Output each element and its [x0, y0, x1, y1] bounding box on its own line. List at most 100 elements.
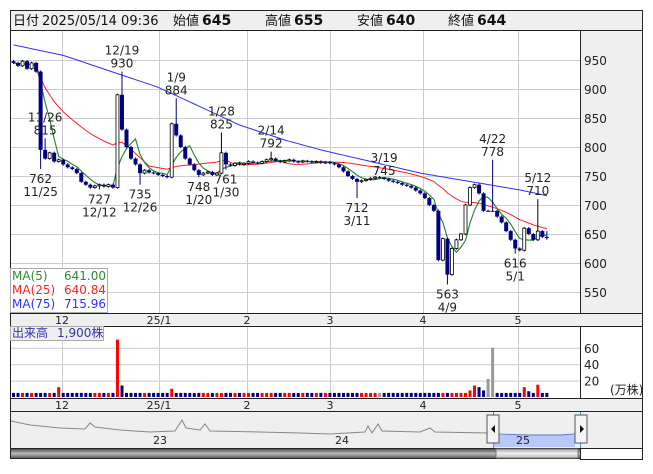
candle-down	[237, 163, 242, 165]
candle-down	[504, 222, 509, 232]
volume-bar	[500, 392, 504, 397]
volume-bar	[120, 385, 124, 397]
candle-down	[147, 170, 152, 173]
price-tick-label: 950	[584, 54, 607, 68]
annotation-date: 1/20	[185, 193, 212, 207]
volume-bar	[278, 392, 282, 397]
volume-bar	[242, 392, 246, 397]
ma5-label: MA(5)	[12, 269, 48, 283]
navigator-scrollbar-track[interactable]	[10, 448, 581, 459]
candle-down	[409, 185, 414, 188]
candle-down	[513, 239, 518, 249]
volume-bar	[391, 392, 395, 397]
candle-down	[490, 210, 495, 212]
arrow-right-icon	[580, 425, 584, 433]
volume-bar	[219, 392, 223, 397]
volume-bar	[373, 392, 377, 397]
volume-bar	[450, 392, 454, 397]
candle-down	[499, 216, 504, 223]
candle-up	[468, 187, 472, 206]
ma75-line	[13, 44, 547, 197]
volume-bar	[12, 392, 15, 397]
candle-up	[359, 180, 364, 183]
candle-down	[165, 176, 170, 178]
candle-down	[138, 164, 143, 174]
annotation-date: 2/14	[258, 124, 285, 138]
low-value: 640	[386, 13, 415, 29]
annotation-value: 884	[165, 83, 188, 97]
candle-up	[522, 227, 527, 251]
candle-up	[56, 159, 61, 162]
date-tick-label: 3	[327, 314, 334, 327]
candle-down	[174, 123, 179, 136]
candle-up	[242, 162, 246, 165]
volume-bar	[224, 392, 228, 397]
ma-legend-box	[10, 268, 108, 313]
candle-down	[526, 228, 531, 234]
volume-bar	[337, 392, 341, 397]
volume-bar	[170, 388, 174, 397]
volume-bar	[513, 392, 517, 397]
volume-bar	[432, 392, 436, 397]
volume-bar	[265, 392, 269, 397]
volume-bar	[400, 392, 404, 397]
high-value: 655	[294, 13, 323, 29]
volume-bar	[183, 392, 187, 397]
volume-bar	[156, 392, 160, 397]
candle-down	[11, 61, 16, 63]
volume-tick-label: 40	[584, 358, 599, 372]
volume-bar	[495, 392, 499, 397]
candle-up	[260, 161, 265, 164]
date-tick-label: 25/1	[147, 314, 172, 327]
candle-up	[472, 184, 477, 188]
candle-down	[43, 149, 48, 159]
ma25-label: MA(25)	[12, 283, 55, 297]
candle-up	[29, 62, 34, 70]
volume-bar	[459, 392, 463, 397]
navigator-left-handle[interactable]	[486, 414, 500, 444]
candle-down	[395, 181, 400, 183]
navigator-selection[interactable]	[493, 435, 575, 447]
candle-down	[404, 184, 409, 186]
volume-bar	[206, 392, 210, 397]
volume-legend-value: 1,900株	[57, 325, 103, 340]
ma75-value: 715.96	[64, 297, 106, 311]
volume-bar	[174, 392, 178, 397]
volume-bar	[260, 392, 264, 397]
candle-down	[296, 161, 301, 163]
volume-bar	[210, 392, 214, 397]
annotation-date: 11/25	[23, 185, 58, 199]
volume-bar	[482, 390, 486, 397]
volume-bar	[445, 392, 449, 397]
price-tick-label: 900	[584, 83, 607, 97]
date-tick-label: 25/1	[147, 399, 172, 412]
volume-bar	[540, 392, 544, 397]
date-tick-label: 3	[327, 399, 334, 412]
price-tick-label: 750	[584, 170, 607, 184]
candle-up	[92, 185, 97, 189]
candle-down	[273, 158, 278, 161]
volume-bar	[509, 392, 513, 397]
volume-bar	[256, 392, 260, 397]
candle-down	[336, 164, 341, 168]
volume-bar	[274, 392, 278, 397]
navigator-right-handle[interactable]	[574, 414, 588, 444]
volume-bar	[238, 392, 241, 397]
candle-down	[124, 129, 129, 147]
volume-bar	[301, 392, 305, 397]
annotation-value: 825	[210, 118, 233, 132]
volume-bar	[504, 392, 508, 397]
date-tick-label: 2	[244, 314, 251, 327]
navigator-scrollbar-thumb[interactable]	[495, 448, 579, 459]
candle-down	[223, 152, 228, 165]
candle-down	[309, 161, 314, 163]
scrollbar-corner	[580, 448, 643, 460]
candle-down	[382, 177, 387, 179]
volume-bar	[30, 392, 34, 397]
annotation-value: 563	[436, 287, 459, 301]
volume-bar	[382, 392, 386, 397]
candle-down	[88, 184, 93, 188]
volume-bar	[188, 392, 192, 397]
annotation-date: 4/22	[479, 132, 506, 146]
volume-bar	[138, 392, 142, 397]
